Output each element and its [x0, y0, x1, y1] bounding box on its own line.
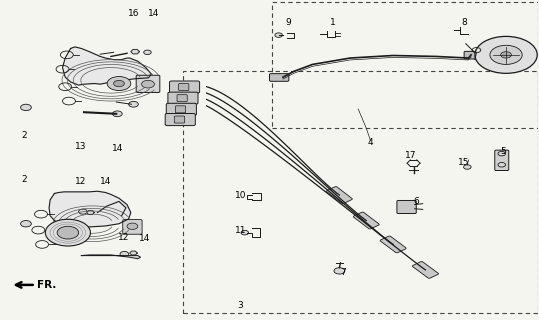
Text: 8: 8 — [461, 19, 467, 28]
Circle shape — [129, 101, 139, 107]
Text: 14: 14 — [148, 9, 160, 18]
FancyBboxPatch shape — [175, 106, 185, 113]
Circle shape — [464, 165, 471, 169]
FancyBboxPatch shape — [327, 187, 353, 204]
FancyBboxPatch shape — [397, 200, 416, 213]
Circle shape — [498, 151, 506, 156]
Polygon shape — [81, 255, 141, 259]
FancyBboxPatch shape — [123, 220, 142, 234]
Polygon shape — [63, 47, 151, 85]
FancyBboxPatch shape — [174, 116, 184, 123]
Circle shape — [57, 226, 79, 239]
Text: FR.: FR. — [37, 280, 57, 290]
Polygon shape — [49, 191, 131, 227]
Text: 12: 12 — [118, 233, 129, 242]
Text: 1: 1 — [329, 19, 335, 28]
Bar — [272, 2, 538, 128]
Circle shape — [241, 230, 248, 235]
Polygon shape — [131, 50, 140, 54]
Text: 14: 14 — [100, 177, 112, 186]
Circle shape — [275, 33, 282, 37]
Circle shape — [490, 45, 522, 64]
Circle shape — [498, 163, 506, 167]
Circle shape — [45, 219, 91, 246]
Text: 14: 14 — [112, 144, 123, 153]
FancyBboxPatch shape — [136, 75, 160, 92]
Circle shape — [475, 36, 537, 73]
Text: 14: 14 — [139, 234, 150, 243]
Circle shape — [107, 76, 131, 91]
FancyBboxPatch shape — [270, 74, 289, 81]
Polygon shape — [87, 211, 94, 214]
FancyBboxPatch shape — [353, 212, 379, 229]
FancyBboxPatch shape — [177, 95, 187, 102]
Circle shape — [144, 50, 151, 54]
Polygon shape — [130, 251, 137, 255]
Text: 15: 15 — [458, 158, 470, 167]
Text: 2: 2 — [21, 175, 26, 184]
FancyBboxPatch shape — [165, 114, 195, 125]
Text: 6: 6 — [413, 197, 419, 206]
Circle shape — [127, 223, 138, 229]
Text: 11: 11 — [234, 226, 246, 235]
FancyBboxPatch shape — [495, 150, 509, 171]
Text: 17: 17 — [405, 151, 416, 160]
Circle shape — [20, 104, 31, 111]
Text: 5: 5 — [501, 147, 506, 156]
Text: 13: 13 — [74, 142, 86, 151]
Circle shape — [142, 80, 155, 88]
FancyBboxPatch shape — [168, 92, 198, 104]
Bar — [183, 71, 538, 313]
Circle shape — [120, 252, 129, 257]
FancyBboxPatch shape — [178, 84, 189, 91]
Text: 3: 3 — [237, 301, 243, 310]
Circle shape — [79, 209, 87, 214]
Circle shape — [20, 220, 31, 227]
Text: 10: 10 — [234, 190, 246, 200]
Text: 2: 2 — [21, 131, 26, 140]
Text: 7: 7 — [340, 268, 346, 277]
FancyBboxPatch shape — [464, 51, 477, 59]
FancyBboxPatch shape — [166, 103, 196, 116]
FancyBboxPatch shape — [412, 261, 438, 278]
Circle shape — [501, 52, 512, 58]
Circle shape — [334, 268, 345, 274]
Circle shape — [113, 111, 122, 117]
Text: 9: 9 — [286, 19, 291, 28]
Text: 12: 12 — [74, 177, 86, 186]
Circle shape — [114, 80, 125, 87]
FancyBboxPatch shape — [380, 236, 406, 253]
Text: 16: 16 — [128, 9, 139, 18]
Text: 4: 4 — [368, 138, 374, 147]
FancyBboxPatch shape — [169, 81, 199, 93]
